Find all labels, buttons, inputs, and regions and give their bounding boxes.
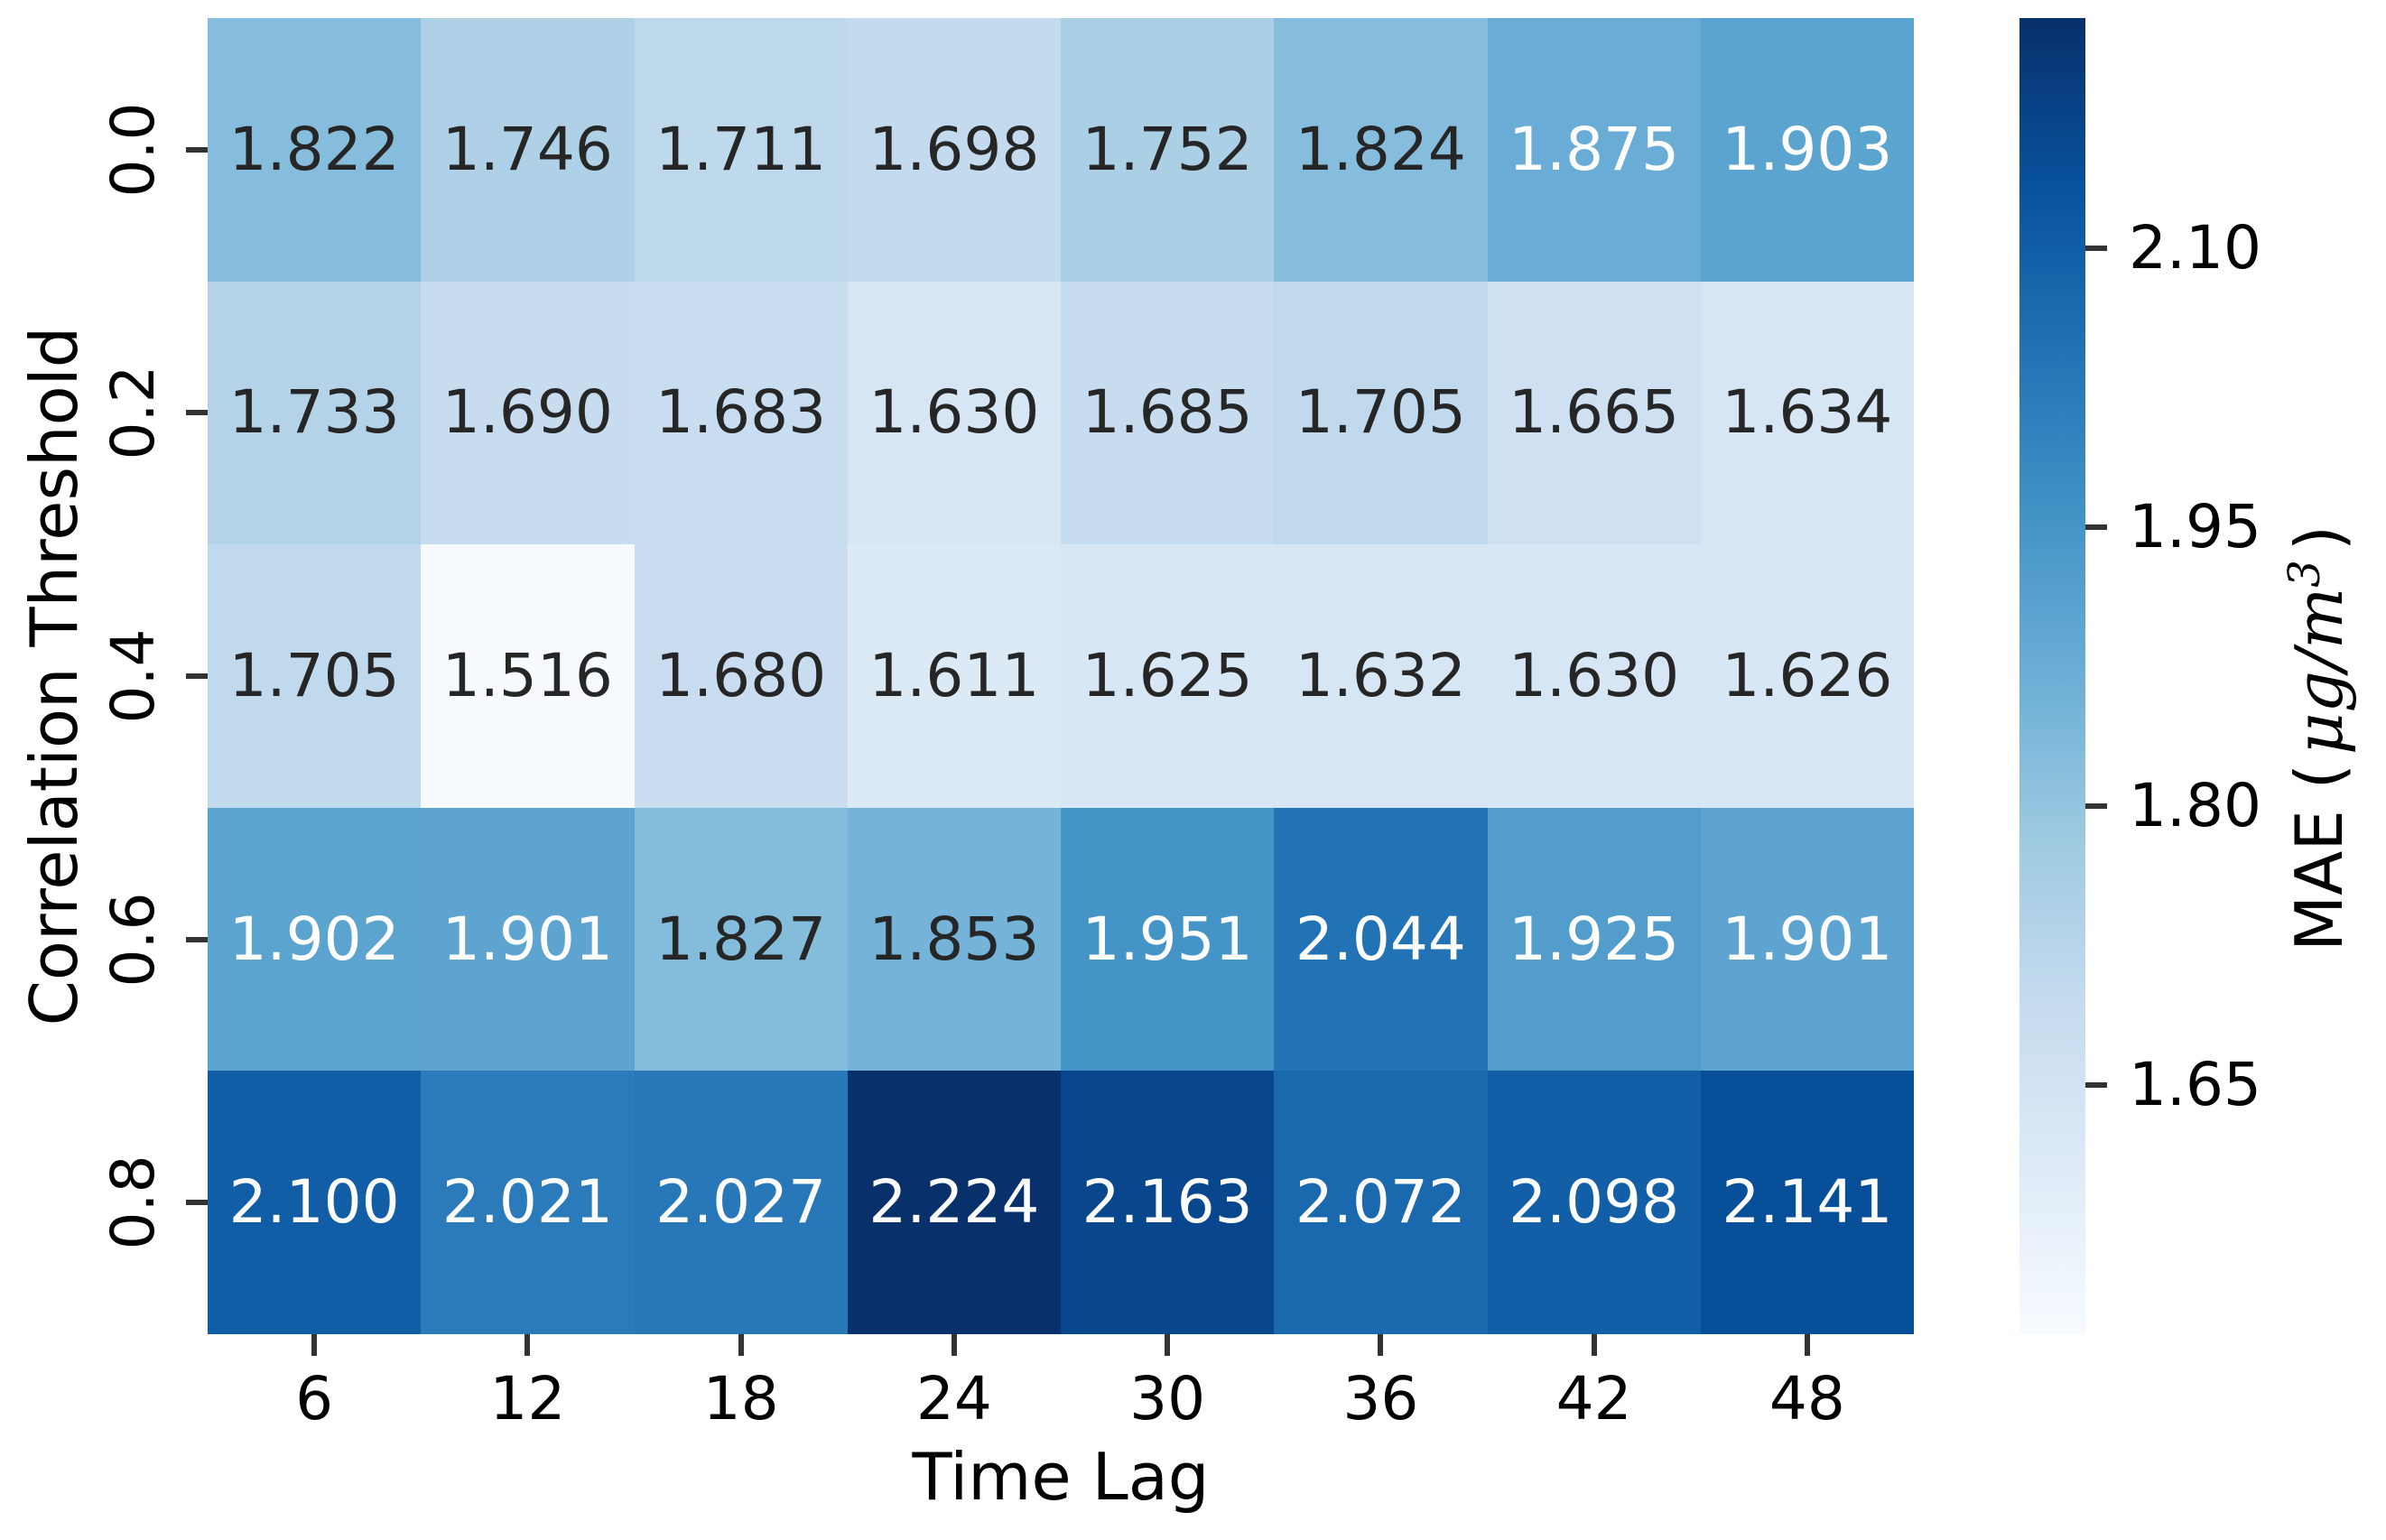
colorbar-label-unit: μg/m3 [2279,560,2357,756]
colorbar-tick-label: 2.10 [2129,213,2261,283]
heatmap-cell-r4c2: 2.027 [634,1071,848,1334]
x-tick-mark [525,1334,531,1356]
heatmap-cell-r0c0: 1.822 [208,18,422,282]
colorbar-label-prefix: MAE ( [2281,764,2357,951]
heatmap-cell-r2c7: 1.626 [1700,544,1914,808]
colorbar-tick-mark [2085,246,2107,252]
colorbar-tick-mark [2085,1082,2107,1089]
x-tick-label: 36 [1342,1364,1419,1433]
heatmap-cell-r1c1: 1.690 [421,281,635,545]
heatmap-cell-r0c2: 1.711 [634,18,848,282]
x-tick-mark [1591,1334,1597,1356]
x-tick-mark [738,1334,744,1356]
heatmap-cell-r2c1: 1.516 [421,544,635,808]
heatmap-cell-r3c1: 1.901 [421,807,635,1072]
heatmap-cell-r1c4: 1.685 [1061,281,1275,545]
heatmap-cell-r3c0: 1.902 [208,807,422,1072]
heatmap-cell-r4c6: 2.098 [1487,1071,1701,1334]
colorbar-label: MAE ( μg/m3) [2279,525,2357,951]
x-tick-label: 12 [489,1364,566,1433]
y-tick-mark [186,936,208,942]
heatmap-cell-r0c6: 1.875 [1487,18,1701,282]
heatmap-cell-r4c4: 2.163 [1061,1071,1275,1334]
heatmap-cell-r2c2: 1.680 [634,544,848,808]
colorbar-label-superscript: 3 [2279,560,2330,588]
colorbar-tick-label: 1.65 [2129,1050,2261,1120]
heatmap-cell-r2c3: 1.611 [847,544,1061,808]
colorbar-tick-label: 1.80 [2129,771,2261,841]
x-tick-mark [1804,1334,1810,1356]
x-axis-label: Time Lag [912,1439,1210,1515]
heatmap-cell-r0c1: 1.746 [421,18,635,282]
colorbar-label-suffix: ) [2281,525,2357,552]
y-axis-label: Correlation Threshold [16,326,92,1026]
heatmap-cell-r1c2: 1.683 [634,281,848,545]
x-tick-label: 18 [702,1364,779,1433]
y-tick-label: 0.0 [98,102,168,198]
heatmap-cell-r2c6: 1.630 [1487,544,1701,808]
x-tick-mark [1378,1334,1384,1356]
heatmap-cell-r1c0: 1.733 [208,281,422,545]
heatmap-cell-r0c3: 1.698 [847,18,1061,282]
heatmap-cell-r3c6: 1.925 [1487,807,1701,1072]
heatmap-grid: 1.822 1.746 1.711 1.698 1.752 1.824 1.875 1.903… [208,18,1914,1334]
y-tick-mark [186,1200,208,1206]
heatmap-cell-r4c1: 2.021 [421,1071,635,1334]
heatmap-cell-r3c2: 1.827 [634,807,848,1072]
x-tick-mark [1165,1334,1171,1356]
heatmap-cell-r2c0: 1.705 [208,544,422,808]
y-tick-label: 0.2 [98,365,168,460]
heatmap-cell-r3c4: 1.951 [1061,807,1275,1072]
x-tick-mark [311,1334,318,1356]
colorbar-tick-label: 1.95 [2129,492,2261,562]
x-tick-label: 42 [1555,1364,1632,1433]
heatmap-cell-r2c5: 1.632 [1274,544,1488,808]
y-tick-label: 0.6 [98,892,168,988]
heatmap-cell-r0c7: 1.903 [1700,18,1914,282]
heatmap-cell-r0c4: 1.752 [1061,18,1275,282]
heatmap-cell-r4c5: 2.072 [1274,1071,1488,1334]
colorbar-tick-mark [2085,803,2107,810]
y-tick-mark [186,410,208,416]
heatmap-cell-r3c7: 1.901 [1700,807,1914,1072]
colorbar-gradient [2019,18,2085,1334]
heatmap-cell-r2c4: 1.625 [1061,544,1275,808]
heatmap-cell-r0c5: 1.824 [1274,18,1488,282]
heatmap-cell-r3c5: 2.044 [1274,807,1488,1072]
x-tick-label: 30 [1129,1364,1206,1433]
heatmap-cell-r4c7: 2.141 [1700,1071,1914,1334]
y-tick-mark [186,673,208,679]
x-tick-mark [951,1334,957,1356]
y-tick-label: 0.4 [98,628,168,724]
x-tick-label: 6 [295,1364,334,1433]
colorbar-tick-mark [2085,524,2107,531]
heatmap-cell-r1c6: 1.665 [1487,281,1701,545]
heatmap-cell-r4c0: 2.100 [208,1071,422,1334]
heatmap-cell-r3c3: 1.853 [847,807,1061,1072]
x-tick-label: 48 [1769,1364,1845,1433]
y-tick-label: 0.8 [98,1155,168,1250]
y-tick-mark [186,146,208,153]
heatmap-cell-r4c3: 2.224 [847,1071,1061,1334]
x-tick-label: 24 [915,1364,992,1433]
heatmap-cell-r1c5: 1.705 [1274,281,1488,545]
heatmap-cell-r1c3: 1.630 [847,281,1061,545]
heatmap-cell-r1c7: 1.634 [1700,281,1914,545]
